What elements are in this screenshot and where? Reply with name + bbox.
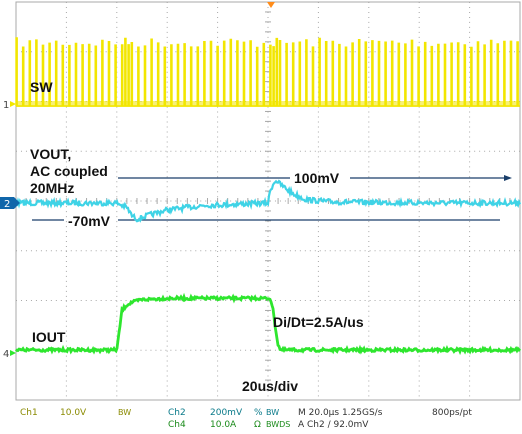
overshoot-arrowhead: [504, 175, 512, 181]
iout-trace: [14, 292, 522, 356]
trigger-position-marker: [267, 2, 275, 8]
ch2-bandwidth: BW: [266, 408, 280, 417]
vout-label-line3: 20MHz: [30, 180, 75, 196]
ch4-name: Ch4: [168, 420, 186, 430]
sw-trace: [15, 37, 520, 107]
overshoot-annotation: 100mV: [294, 170, 340, 186]
ch2-scale: 200mV: [210, 408, 243, 418]
ch1-scale: 10.0V: [60, 408, 87, 418]
ch1-marker-arrow: [10, 101, 16, 107]
vout-label-line1: VOUT,: [30, 146, 72, 162]
ch2-name: Ch2: [168, 408, 186, 418]
channel-markers: 1 2 4: [0, 2, 521, 360]
sw-noise-band: [16, 101, 520, 107]
ch1-marker: 1: [3, 100, 9, 111]
ch2-marker-arrow: [14, 197, 20, 209]
ch1-bandwidth: BW: [118, 408, 132, 417]
ch1-name: Ch1: [20, 408, 38, 418]
ch4-unit: Ω: [254, 420, 261, 430]
status-bar: Ch1 10.0V BW Ch2 200mV % BW Ch4 10.0A Ω …: [0, 403, 522, 434]
ch4-marker-arrow: [10, 350, 16, 356]
timebase-annotation: 20us/div: [242, 378, 299, 394]
waveform-traces: [14, 37, 522, 356]
trigger-level-marker: [516, 200, 521, 206]
horizontal-settings: M 20.0µs 1.25GS/s: [298, 408, 383, 418]
record-resolution: 800ps/pt: [432, 408, 472, 418]
annotation-lines: [32, 175, 512, 221]
vout-label-line2: AC coupled: [30, 163, 108, 179]
ch4-scale: 10.0A: [210, 420, 237, 430]
ch2-marker: 2: [4, 199, 10, 210]
ch4-bandwidth: BWDS: [266, 420, 291, 429]
undershoot-annotation: -70mV: [68, 213, 111, 229]
didt-annotation: Di/Dt=2.5A/us: [273, 314, 364, 330]
ch4-marker: 4: [3, 349, 9, 360]
ch2-coupling: %: [254, 408, 263, 418]
sw-label: SW: [30, 79, 53, 95]
vout-trace: [15, 179, 522, 223]
trigger-settings: A Ch2 ∕ 92.0mV: [298, 420, 369, 430]
ch2-marker-box: [0, 197, 14, 209]
iout-label: IOUT: [32, 329, 66, 345]
